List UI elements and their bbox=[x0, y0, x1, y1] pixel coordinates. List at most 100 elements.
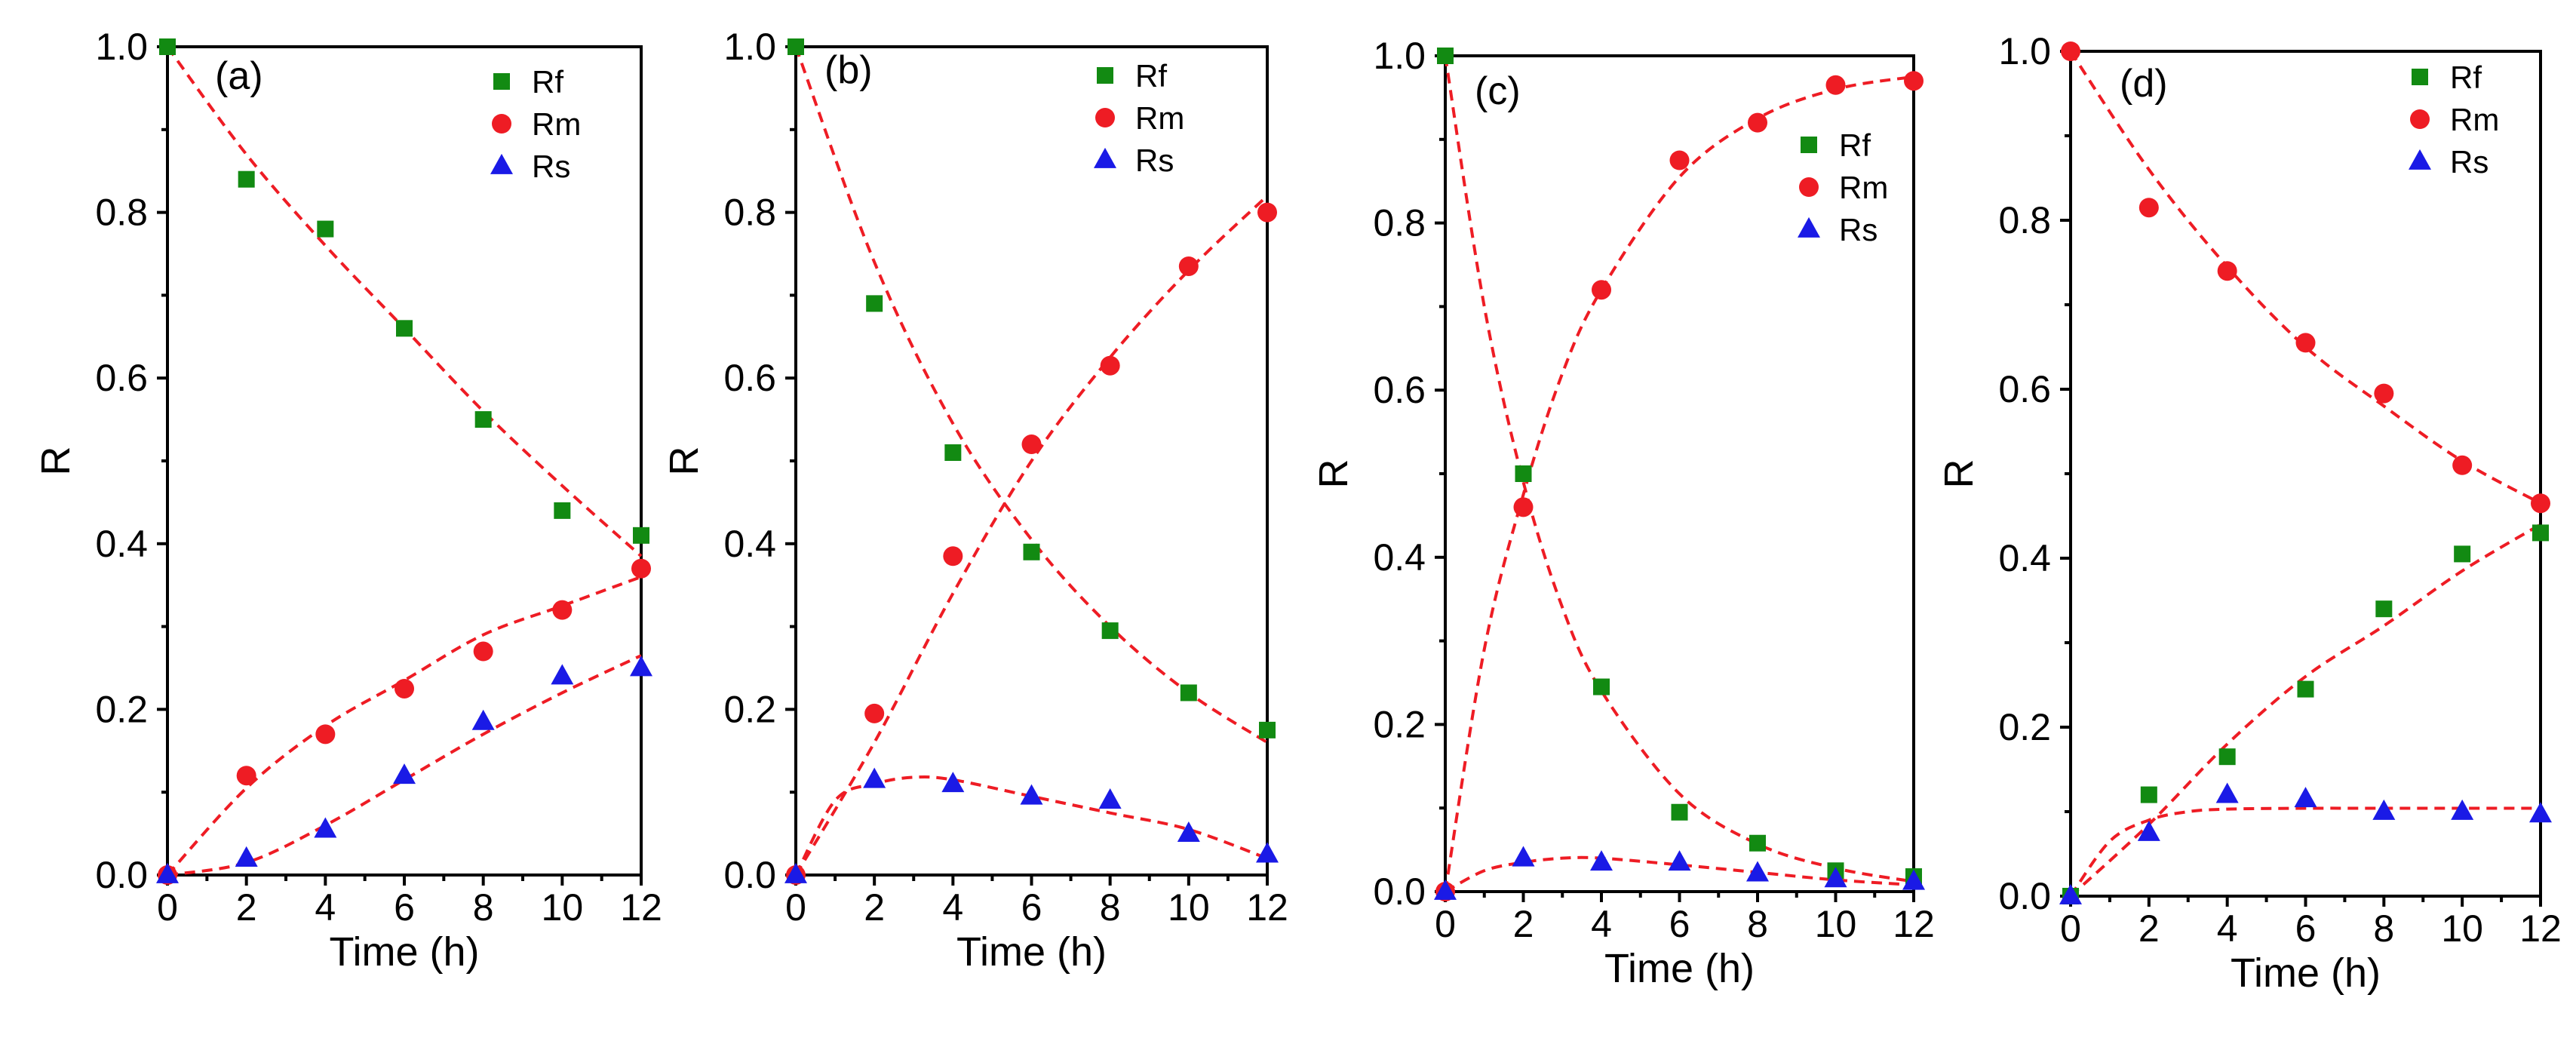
data-point-rs bbox=[941, 772, 965, 793]
data-point-rm bbox=[1669, 150, 1690, 170]
panel-a: 0 2 4 6 8 10 12 0.0 0.2 0.4 0.6 0.8 1.0 Time (h) R (a) R… bbox=[33, 26, 662, 975]
x-tick-label: 10 bbox=[1168, 886, 1210, 929]
x-tick-label: 8 bbox=[1747, 903, 1768, 945]
data-point-rs bbox=[1824, 867, 1847, 888]
y-tick-label: 0.0 bbox=[723, 854, 776, 896]
y-tick-label: 1.0 bbox=[723, 26, 776, 68]
data-point-rm bbox=[2295, 333, 2316, 353]
data-point-rs bbox=[235, 846, 258, 867]
data-point-rs bbox=[2294, 787, 2317, 808]
data-point-rs bbox=[1746, 861, 1769, 882]
data-point-rm bbox=[236, 766, 256, 786]
x-tick-label: 12 bbox=[2519, 907, 2562, 950]
y-axis-title: R bbox=[1311, 459, 1356, 489]
data-point-rs bbox=[314, 817, 337, 838]
data-point-rf bbox=[1749, 834, 1766, 852]
y-tick-label: 0.8 bbox=[1998, 199, 2051, 241]
data-point-rf bbox=[1515, 465, 1532, 482]
data-point-rm bbox=[1825, 75, 1846, 95]
y-tick-label: 1.0 bbox=[1998, 30, 2051, 72]
panel-label: (a) bbox=[215, 54, 263, 98]
legend-marker-rm bbox=[492, 114, 511, 134]
data-point-rs bbox=[551, 664, 574, 685]
data-point-rf bbox=[633, 527, 649, 544]
data-point-rf bbox=[2297, 680, 2314, 698]
data-point-rs bbox=[156, 862, 179, 883]
fit-curve-3 bbox=[167, 654, 642, 877]
data-point-rs bbox=[1177, 821, 1200, 843]
y-tick-label: 0.6 bbox=[95, 357, 148, 399]
legend-marker-rf bbox=[2412, 69, 2428, 85]
fit-curve-1 bbox=[166, 45, 643, 557]
y-tick-label: 1.0 bbox=[95, 26, 148, 68]
x-tick-label: 8 bbox=[473, 886, 494, 929]
data-point-rm bbox=[2061, 41, 2080, 61]
data-point-rs bbox=[2451, 799, 2474, 820]
y-tick-label: 0.0 bbox=[95, 854, 148, 896]
legend-marker-rs bbox=[490, 153, 513, 174]
y-tick-label: 0.6 bbox=[1998, 368, 2051, 410]
x-axis-title: Time (h) bbox=[956, 929, 1107, 975]
x-axis-title: Time (h) bbox=[330, 929, 480, 975]
data-point-rm bbox=[552, 600, 573, 620]
x-tick-label: 12 bbox=[1893, 903, 1935, 945]
y-tick-label: 0.8 bbox=[95, 192, 148, 234]
data-point-rm bbox=[1100, 355, 1120, 376]
y-tick-label: 0.2 bbox=[723, 688, 776, 730]
data-point-rf bbox=[2218, 748, 2236, 766]
data-point-rm bbox=[1748, 112, 1767, 133]
panel-label: (d) bbox=[2120, 62, 2168, 106]
data-point-rf bbox=[1437, 48, 1454, 64]
x-tick-label: 2 bbox=[2138, 907, 2160, 950]
y-tick-label: 0.2 bbox=[95, 688, 148, 730]
data-point-rs bbox=[2137, 820, 2160, 841]
legend-label-rs: Rs bbox=[1135, 143, 1174, 178]
data-point-rs bbox=[393, 763, 416, 784]
panel-d: 0 2 4 6 8 10 12 0.0 0.2 0.4 0.6 0.8 1.0 Time (h) R (d) R… bbox=[1936, 30, 2562, 996]
x-tick-label: 6 bbox=[1669, 903, 1690, 945]
data-point-rm bbox=[1513, 497, 1534, 517]
data-point-rf bbox=[1671, 803, 1688, 821]
x-tick-label: 4 bbox=[2217, 907, 2238, 950]
y-tick-label: 0.4 bbox=[723, 523, 776, 565]
data-point-rf bbox=[2375, 600, 2393, 618]
x-tick-label: 8 bbox=[2373, 907, 2394, 950]
data-point-rs bbox=[784, 862, 807, 883]
data-point-rs bbox=[1512, 846, 1535, 867]
y-tick-label: 0.4 bbox=[1998, 537, 2051, 579]
legend-marker-rs bbox=[2409, 149, 2431, 170]
data-point-rs bbox=[863, 767, 886, 788]
data-point-rs bbox=[1434, 879, 1457, 900]
data-point-rf bbox=[2140, 786, 2157, 803]
legend-label-rs: Rs bbox=[532, 149, 570, 184]
data-point-rf bbox=[944, 444, 962, 462]
legend-label-rf: Rf bbox=[1135, 58, 1167, 94]
y-tick-label: 0.4 bbox=[95, 523, 148, 565]
legend-marker-rf bbox=[493, 73, 510, 90]
data-point-rs bbox=[2059, 883, 2082, 904]
legend-marker-rm bbox=[1095, 108, 1115, 127]
data-point-rs bbox=[1902, 869, 1925, 890]
data-point-rf bbox=[159, 38, 176, 55]
x-tick-label: 0 bbox=[785, 886, 806, 929]
data-point-rf bbox=[1180, 684, 1197, 702]
data-point-rf bbox=[554, 502, 571, 519]
x-tick-label: 2 bbox=[1513, 903, 1534, 945]
y-tick-label: 0.4 bbox=[1373, 536, 1426, 579]
data-point-rm bbox=[2374, 383, 2394, 404]
data-point-rf bbox=[474, 411, 492, 428]
fit-curve-3 bbox=[1445, 855, 1914, 893]
legend-marker-rs bbox=[1094, 147, 1116, 168]
panel-label: (c) bbox=[1475, 69, 1521, 113]
x-tick-label: 12 bbox=[620, 886, 662, 929]
legend-marker-rf bbox=[1097, 67, 1113, 84]
x-tick-label: 2 bbox=[864, 886, 885, 929]
y-tick-label: 0.8 bbox=[1373, 202, 1426, 244]
x-axis-title: Time (h) bbox=[2231, 950, 2381, 996]
data-point-rm bbox=[2138, 198, 2159, 218]
data-point-rf bbox=[788, 38, 804, 55]
x-tick-label: 10 bbox=[2441, 907, 2483, 950]
x-tick-label: 12 bbox=[1246, 886, 1288, 929]
y-tick-label: 0.6 bbox=[723, 357, 776, 399]
